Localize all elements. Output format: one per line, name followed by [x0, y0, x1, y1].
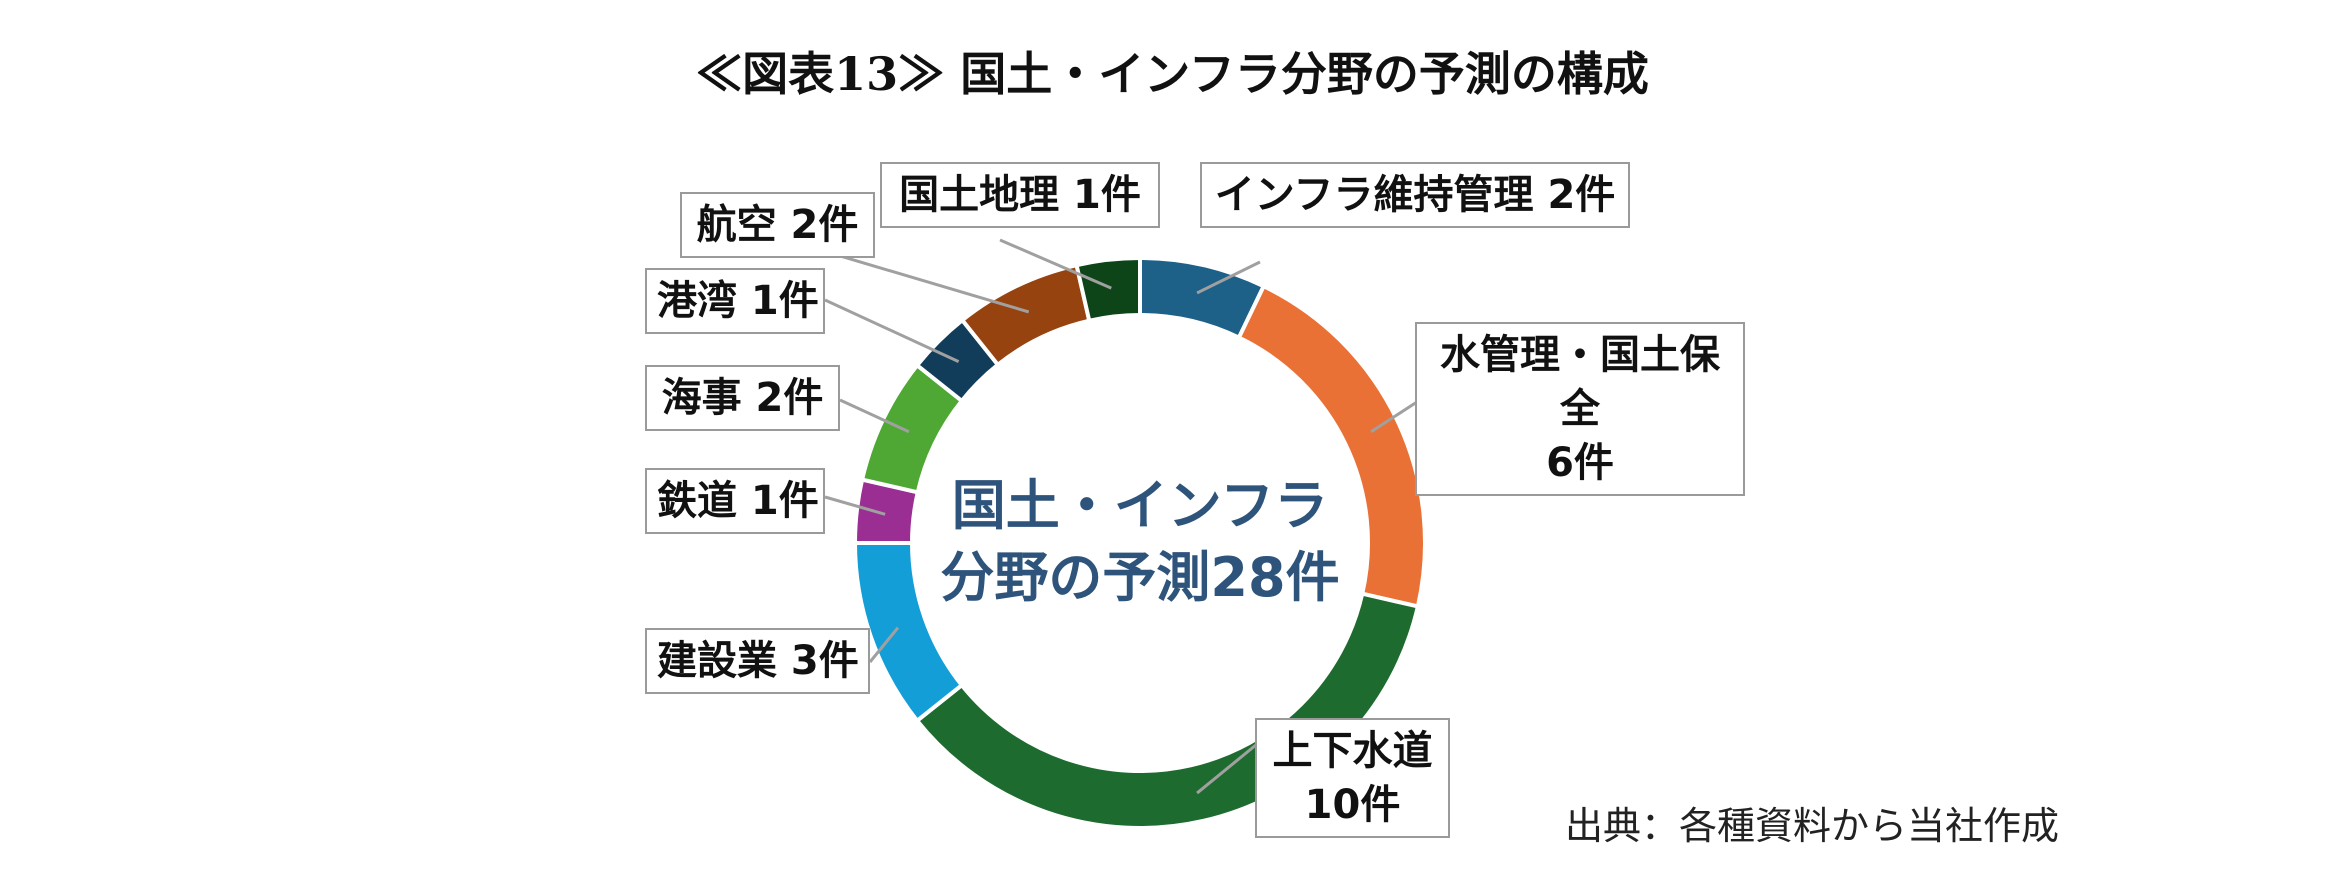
label-infra-maintenance: インフラ維持管理 2件: [1200, 162, 1630, 228]
label-national-geography: 国土地理 1件: [880, 162, 1160, 228]
label-aviation: 航空 2件: [680, 192, 875, 258]
leader-port: [824, 298, 960, 363]
leader-railway: [824, 495, 886, 516]
label-water-sewerage: 上下水道 10件: [1255, 718, 1450, 838]
source-note: 出典：各種資料から当社作成: [1565, 804, 2060, 848]
label-water-management: 水管理・国土保全 6件: [1415, 322, 1745, 496]
leader-aviation: [819, 248, 1030, 314]
slice-national-geography: [1074, 255, 1142, 324]
center-label-line-2: 分野の予測28件: [940, 546, 1340, 609]
leader-infra-maintenance: [1196, 260, 1261, 295]
label-port: 港湾 1件: [645, 268, 825, 334]
leader-lines: [819, 238, 1421, 795]
leader-water-management: [1370, 398, 1421, 433]
leader-national-geography: [999, 238, 1112, 290]
donut-center-label: 国土・インフラ 分野の予測28件: [910, 470, 1370, 614]
label-construction: 建設業 3件: [645, 628, 870, 694]
page-title: ≪図表13≫ 国土・インフラ分野の予測の構成: [696, 47, 1649, 101]
leader-construction: [868, 626, 900, 663]
center-label-line-1: 国土・インフラ: [951, 474, 1329, 537]
leader-water-sewerage: [1196, 738, 1263, 795]
label-maritime: 海事 2件: [645, 365, 840, 431]
label-railway: 鉄道 1件: [645, 468, 825, 534]
leader-maritime: [839, 398, 910, 434]
